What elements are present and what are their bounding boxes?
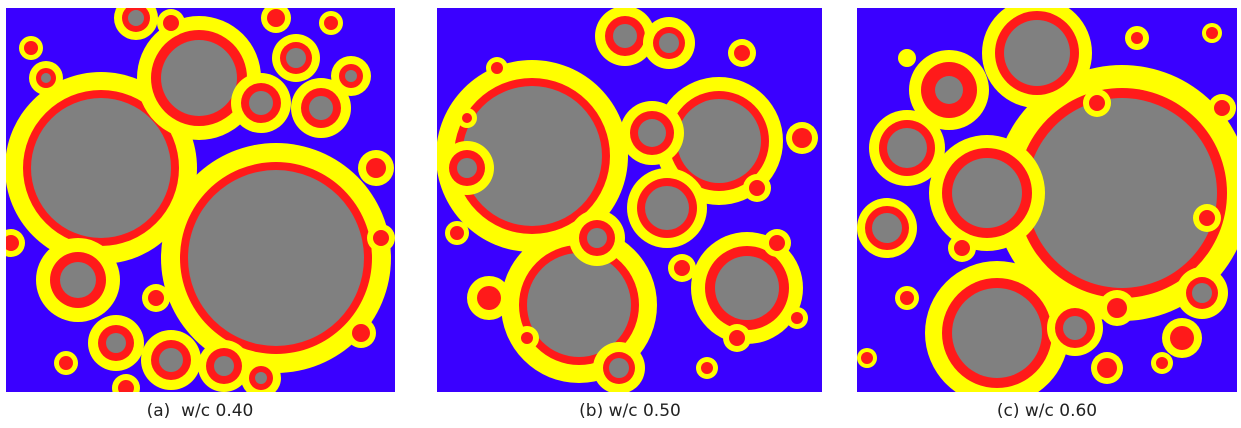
particle bbox=[188, 170, 364, 346]
particle bbox=[734, 45, 750, 61]
page: (a) w/c 0.40 (b) w/c 0.50 (c) w/c 0.60 (… bbox=[0, 0, 1241, 428]
particle bbox=[1063, 316, 1087, 340]
caption: (a) w/c 0.40 bbox=[147, 401, 254, 421]
particle bbox=[267, 9, 285, 27]
particle bbox=[128, 10, 144, 26]
particle bbox=[1097, 358, 1117, 378]
particle bbox=[373, 230, 389, 246]
particle bbox=[701, 362, 713, 374]
particle bbox=[1107, 298, 1127, 318]
particle bbox=[613, 24, 637, 48]
particle bbox=[609, 358, 629, 378]
particle bbox=[749, 180, 765, 196]
particle bbox=[31, 98, 171, 238]
figure: (a) w/c 0.40 (b) w/c 0.50 (c) w/c 0.60 bbox=[0, 0, 1241, 428]
particle bbox=[106, 333, 126, 353]
particle bbox=[159, 348, 183, 372]
particle bbox=[24, 41, 38, 55]
particle bbox=[638, 119, 666, 147]
particle bbox=[952, 158, 1022, 228]
particle bbox=[249, 91, 273, 115]
particle bbox=[457, 158, 477, 178]
particle bbox=[163, 15, 179, 31]
particle bbox=[1170, 326, 1194, 350]
particle bbox=[887, 128, 927, 168]
particle bbox=[1192, 283, 1212, 303]
particle bbox=[861, 352, 873, 364]
particle bbox=[954, 240, 970, 256]
particle bbox=[521, 332, 533, 344]
particle bbox=[935, 76, 963, 104]
particle bbox=[1131, 32, 1143, 44]
caption: (c) w/c 0.60 bbox=[997, 401, 1097, 421]
particle bbox=[792, 128, 812, 148]
particle bbox=[791, 312, 803, 324]
particle bbox=[324, 16, 338, 30]
particle bbox=[286, 48, 306, 68]
particle bbox=[352, 324, 370, 342]
caption: (b) w/c 0.50 bbox=[579, 401, 681, 421]
particle bbox=[214, 356, 234, 376]
particle bbox=[587, 228, 607, 248]
particle bbox=[677, 99, 761, 183]
particle bbox=[674, 260, 690, 276]
particle bbox=[898, 49, 916, 67]
particle bbox=[659, 33, 679, 53]
particle bbox=[1206, 27, 1218, 39]
particle bbox=[255, 372, 267, 384]
particle bbox=[1089, 95, 1105, 111]
particle bbox=[118, 380, 134, 396]
particle bbox=[1199, 210, 1215, 226]
particle bbox=[1156, 357, 1168, 369]
particle bbox=[477, 286, 501, 310]
particle bbox=[900, 291, 914, 305]
particle bbox=[148, 290, 164, 306]
particle bbox=[345, 70, 357, 82]
particle bbox=[3, 235, 19, 251]
particle bbox=[1004, 20, 1070, 86]
particle bbox=[645, 186, 689, 230]
particle bbox=[952, 288, 1042, 378]
particle bbox=[527, 253, 631, 357]
particle bbox=[366, 158, 386, 178]
particle bbox=[1027, 98, 1217, 288]
particle bbox=[309, 96, 333, 120]
particle bbox=[60, 262, 96, 298]
particle bbox=[59, 356, 73, 370]
particle bbox=[491, 62, 503, 74]
particle bbox=[450, 226, 464, 240]
particle bbox=[729, 330, 745, 346]
particle bbox=[872, 213, 902, 243]
particle bbox=[462, 113, 472, 123]
particle bbox=[41, 73, 51, 83]
particle bbox=[715, 256, 779, 320]
particle bbox=[161, 40, 237, 116]
particle bbox=[1214, 100, 1230, 116]
particle bbox=[769, 235, 785, 251]
